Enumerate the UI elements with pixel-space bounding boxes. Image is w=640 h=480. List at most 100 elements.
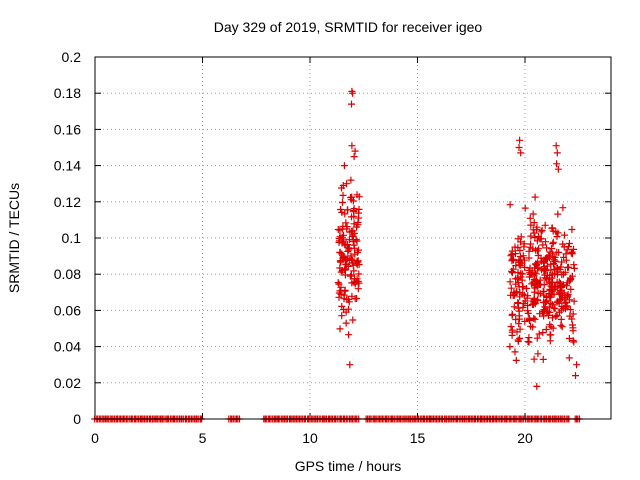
data-point (566, 306, 574, 313)
data-point (553, 160, 561, 168)
data-point (536, 276, 544, 284)
data-point (553, 233, 561, 241)
data-point (563, 282, 571, 290)
data-point (527, 240, 535, 248)
data-point (551, 253, 559, 261)
data-point (524, 309, 532, 317)
data-point (517, 149, 525, 157)
data-point (348, 142, 356, 150)
data-point (568, 248, 576, 256)
data-point (546, 308, 554, 316)
y-tick-label: 0.16 (54, 121, 81, 137)
data-point (561, 299, 569, 307)
data-point (507, 252, 515, 260)
data-point (346, 361, 354, 369)
data-point (353, 261, 361, 269)
data-point (533, 247, 541, 255)
data-point (335, 237, 343, 245)
data-point (350, 267, 358, 275)
data-point (355, 209, 362, 217)
data-point (528, 270, 536, 278)
data-point (572, 372, 579, 380)
data-point (528, 301, 536, 308)
data-point (348, 233, 356, 240)
data-point (348, 193, 356, 201)
data-point (518, 276, 526, 284)
y-tick-label: 0.2 (62, 49, 82, 65)
data-point (530, 355, 538, 363)
y-tick-label: 0.14 (54, 158, 81, 174)
data-point (570, 261, 578, 269)
data-point (524, 338, 532, 345)
data-point (558, 258, 566, 266)
data-point (551, 305, 559, 313)
data-point (546, 248, 554, 256)
data-point (348, 213, 355, 221)
data-point (344, 247, 352, 255)
data-point (552, 142, 560, 150)
data-point (516, 261, 524, 269)
data-point (546, 337, 554, 345)
y-tick-label: 0.02 (54, 375, 81, 391)
data-point (338, 302, 346, 310)
data-point (541, 274, 549, 282)
data-point (336, 249, 344, 256)
data-point (530, 296, 538, 304)
data-point (524, 302, 532, 309)
data-point (557, 321, 565, 329)
data-point (353, 237, 361, 245)
data-point (335, 289, 343, 297)
data-point (350, 220, 358, 228)
data-point (341, 210, 349, 218)
y-tick-label: 0.04 (54, 339, 81, 355)
data-point (565, 240, 573, 247)
data-point (529, 226, 537, 234)
data-point (540, 267, 548, 275)
data-point (546, 285, 554, 293)
data-point (506, 201, 514, 209)
y-tick-label: 0.18 (54, 85, 81, 101)
data-point (511, 243, 519, 251)
data-point (569, 321, 576, 329)
data-point (344, 241, 351, 249)
data-point (539, 329, 547, 337)
data-point (533, 334, 541, 342)
data-point (552, 283, 559, 291)
data-point (543, 307, 551, 315)
data-point (552, 228, 560, 236)
data-point (349, 89, 357, 97)
data-point (553, 149, 561, 157)
data-point (527, 232, 535, 240)
data-point (334, 279, 342, 287)
data-point (348, 87, 356, 95)
data-point (516, 334, 524, 342)
data-point (337, 258, 345, 266)
data-point (537, 228, 545, 236)
data-point (350, 205, 358, 213)
data-point (339, 235, 347, 243)
x-tick-label: 10 (302, 430, 318, 446)
data-point (555, 249, 563, 256)
data-point (341, 271, 349, 279)
data-point (541, 221, 549, 229)
data-point (508, 310, 516, 318)
data-point (346, 228, 354, 236)
data-point (566, 276, 574, 284)
data-point (521, 263, 529, 271)
data-point (542, 238, 549, 246)
data-point (516, 136, 524, 144)
data-point (514, 336, 522, 344)
data-point (506, 278, 514, 286)
data-point (339, 182, 347, 189)
data-point (559, 204, 567, 212)
data-point (349, 316, 357, 324)
plot-frame (94, 56, 612, 420)
data-point (528, 280, 536, 288)
data-point (512, 250, 519, 258)
data-point (557, 287, 565, 295)
data-point (508, 331, 516, 339)
data-point (342, 319, 350, 327)
data-point (348, 100, 355, 108)
data-point (347, 252, 355, 260)
data-point (515, 144, 523, 151)
